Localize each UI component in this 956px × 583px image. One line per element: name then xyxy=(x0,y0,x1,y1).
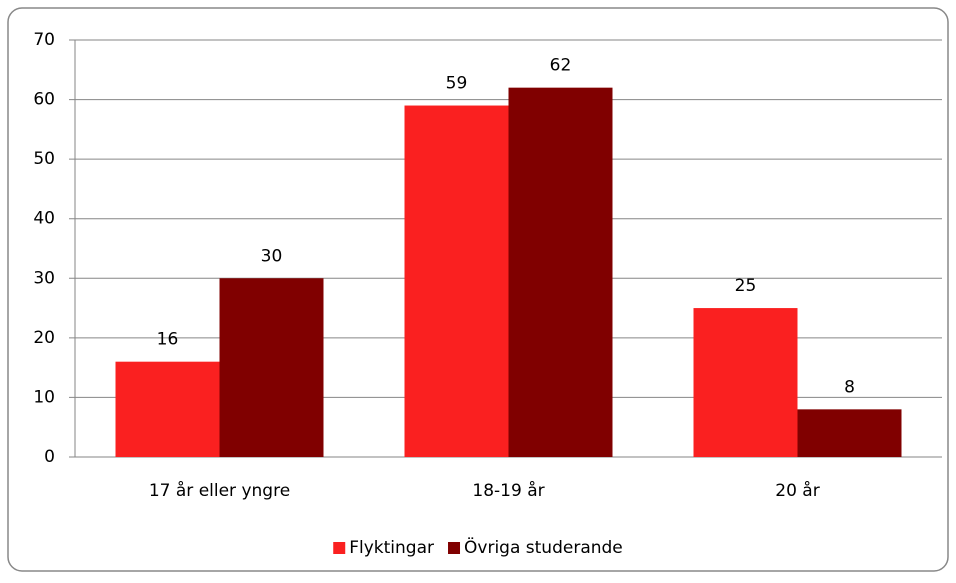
y-tick-label: 20 xyxy=(33,328,55,348)
y-tick-label: 40 xyxy=(33,209,55,229)
bar xyxy=(693,308,798,457)
bar xyxy=(404,105,509,458)
legend-item: Övriga studerande xyxy=(448,536,623,558)
x-tick-label: 20 år xyxy=(775,480,819,501)
legend-swatch xyxy=(448,542,461,554)
bar xyxy=(219,278,324,457)
y-tick-label: 50 xyxy=(33,149,55,169)
legend-item: Flyktingar xyxy=(333,538,434,558)
legend-label: Flyktingar xyxy=(349,538,434,558)
data-label: 30 xyxy=(261,246,283,266)
y-tick-label: 30 xyxy=(33,268,55,288)
data-label: 8 xyxy=(844,377,855,397)
data-label: 59 xyxy=(446,74,468,94)
y-tick-label: 70 xyxy=(33,30,55,50)
bar xyxy=(115,361,220,457)
y-tick-label: 10 xyxy=(33,387,55,407)
data-label: 62 xyxy=(550,56,572,76)
legend-swatch xyxy=(333,542,346,554)
bar xyxy=(797,409,902,457)
y-tick-label: 60 xyxy=(33,90,55,110)
bar xyxy=(508,87,613,458)
data-label: 16 xyxy=(157,330,179,350)
y-tick-label: 0 xyxy=(44,447,55,467)
x-tick-label: 18-19 år xyxy=(472,480,544,501)
data-label: 25 xyxy=(735,276,757,296)
x-tick-label: 17 år eller yngre xyxy=(149,480,290,501)
legend-label: Övriga studerande xyxy=(464,536,623,558)
